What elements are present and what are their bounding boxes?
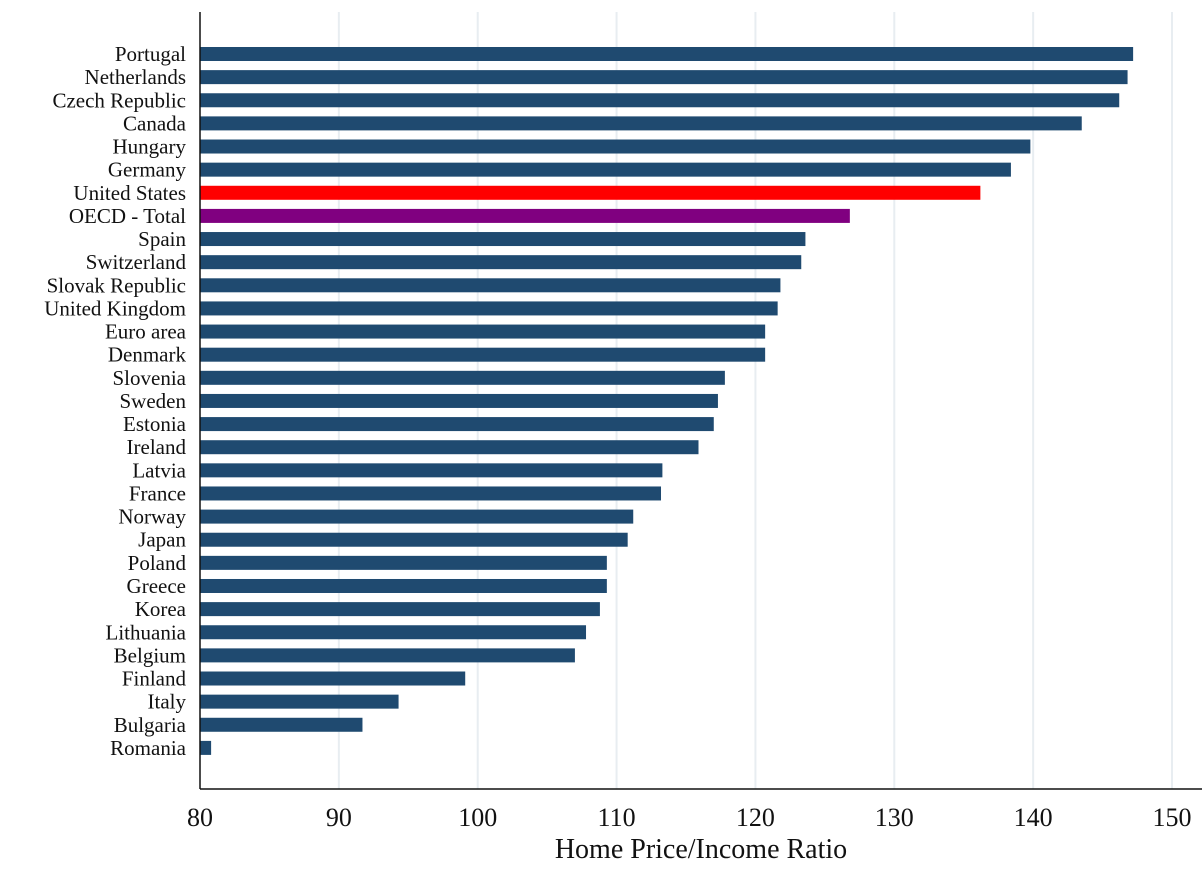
category-label-slovak-republic: Slovak Republic	[47, 273, 186, 297]
bar-poland	[200, 555, 607, 570]
bar-switzerland	[200, 255, 802, 270]
x-tick-label-150: 150	[1153, 803, 1192, 832]
bar-united-states	[200, 185, 981, 200]
bar-spain	[200, 232, 806, 247]
category-label-switzerland: Switzerland	[86, 250, 187, 274]
category-label-latvia: Latvia	[132, 458, 186, 482]
category-label-czech-republic: Czech Republic	[52, 88, 186, 112]
category-label-euro-area: Euro area	[105, 320, 187, 344]
bar-united-kingdom	[200, 301, 778, 316]
category-label-estonia: Estonia	[123, 412, 187, 436]
bar-portugal	[200, 47, 1134, 61]
x-tick-label-140: 140	[1014, 803, 1053, 832]
bars	[200, 47, 1134, 755]
category-label-bulgaria: Bulgaria	[114, 713, 187, 737]
bar-ireland	[200, 440, 699, 455]
x-tick-label-100: 100	[458, 803, 497, 832]
x-axis-title: Home Price/Income Ratio	[555, 834, 847, 865]
category-label-sweden: Sweden	[120, 389, 187, 413]
bar-netherlands	[200, 70, 1128, 85]
bar-estonia	[200, 417, 714, 432]
category-label-japan: Japan	[138, 528, 186, 552]
x-tick-label-120: 120	[736, 803, 775, 832]
bar-czech-republic	[200, 93, 1120, 108]
category-label-poland: Poland	[128, 551, 187, 575]
bar-finland	[200, 671, 466, 686]
bar-sweden	[200, 393, 718, 408]
category-label-ireland: Ireland	[127, 435, 187, 459]
bar-slovenia	[200, 370, 725, 385]
x-tick-label-80: 80	[187, 803, 213, 832]
category-label-spain: Spain	[138, 227, 186, 251]
bar-germany	[200, 162, 1011, 177]
bar-slovak-republic	[200, 278, 781, 293]
category-label-france: France	[129, 481, 186, 505]
bar-latvia	[200, 463, 663, 478]
bar-greece	[200, 578, 607, 593]
category-label-norway: Norway	[118, 505, 186, 529]
category-label-denmark: Denmark	[108, 343, 187, 367]
bar-bulgaria	[200, 717, 363, 732]
bar-canada	[200, 116, 1082, 131]
x-tick-label-90: 90	[326, 803, 352, 832]
category-label-netherlands: Netherlands	[85, 65, 186, 89]
bar-lithuania	[200, 625, 587, 640]
category-label-portugal: Portugal	[115, 42, 186, 66]
category-label-united-kingdom: United Kingdom	[44, 296, 186, 320]
category-label-canada: Canada	[123, 111, 187, 135]
bar-japan	[200, 532, 628, 547]
bar-oecd-total	[200, 208, 850, 223]
bar-italy	[200, 694, 399, 709]
bar-norway	[200, 509, 634, 524]
category-label-finland: Finland	[122, 667, 187, 691]
bar-belgium	[200, 648, 575, 663]
category-label-italy: Italy	[148, 690, 187, 714]
category-label-belgium: Belgium	[114, 643, 186, 667]
category-label-hungary: Hungary	[113, 135, 187, 159]
category-label-slovenia: Slovenia	[113, 366, 187, 390]
category-label-greece: Greece	[127, 574, 186, 598]
category-label-united-states: United States	[73, 181, 186, 205]
bar-euro-area	[200, 324, 766, 339]
bar-france	[200, 486, 662, 501]
category-label-oecd-total: OECD - Total	[69, 204, 186, 228]
category-label-lithuania: Lithuania	[106, 620, 187, 644]
bar-hungary	[200, 139, 1031, 154]
category-label-germany: Germany	[108, 158, 187, 182]
x-tick-label-110: 110	[598, 803, 636, 832]
bar-korea	[200, 602, 600, 617]
category-label-korea: Korea	[135, 597, 187, 621]
bar-denmark	[200, 347, 766, 362]
x-tick-labels: 80 90 100 110 120 130 140 150	[187, 803, 1192, 832]
bar-romania	[200, 740, 212, 755]
x-tick-label-130: 130	[875, 803, 914, 832]
category-label-romania: Romania	[110, 736, 186, 760]
